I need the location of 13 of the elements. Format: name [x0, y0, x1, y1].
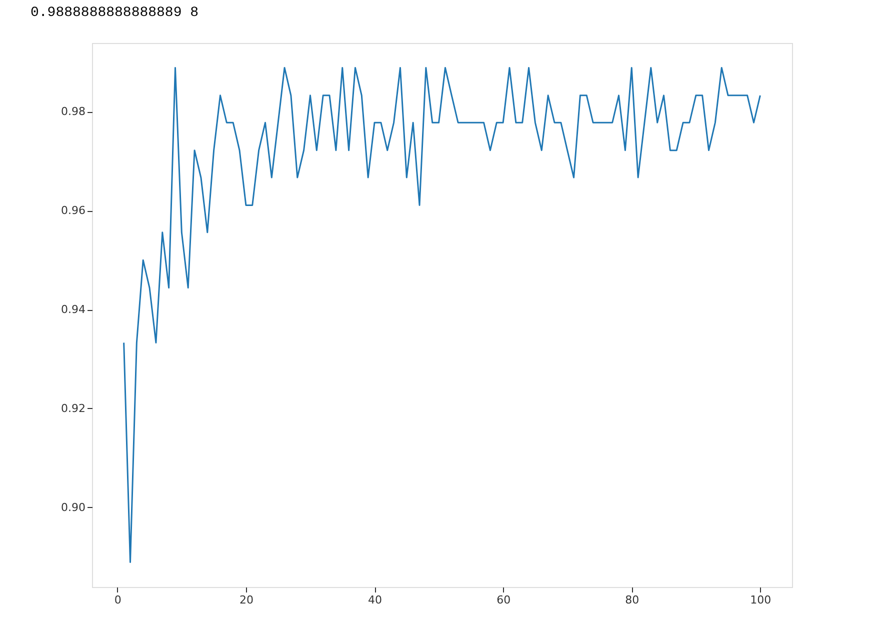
- y-tick-label: 0.92: [61, 402, 86, 415]
- x-tick-label: 60: [496, 594, 511, 606]
- x-tick-label: 40: [368, 594, 382, 606]
- x-tick-label: 100: [750, 594, 772, 606]
- y-tick-label: 0.94: [61, 303, 86, 316]
- y-tick-label: 0.98: [61, 105, 86, 118]
- text: 0.9888888888888889 8: [30, 5, 199, 21]
- line-series: [123, 66, 761, 564]
- x-tick-label: 0: [114, 594, 122, 606]
- y-tick-label: 0.96: [61, 204, 86, 218]
- x-tick-label: 80: [625, 594, 640, 606]
- x-tick-label: 20: [239, 594, 254, 606]
- y-tick-label: 0.90: [61, 500, 86, 514]
